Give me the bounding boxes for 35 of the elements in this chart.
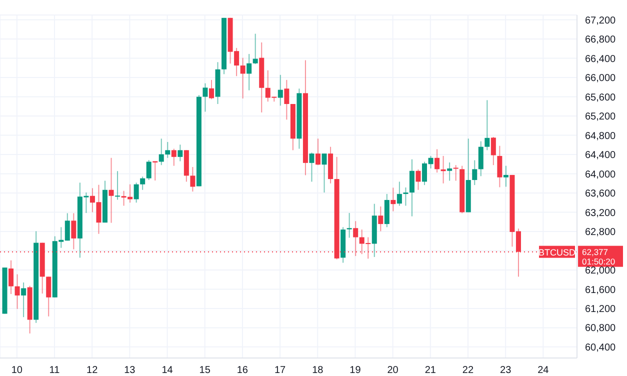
- text: 01:50:20: [582, 256, 616, 266]
- ref-line-label: BTCUSD: [538, 247, 576, 258]
- x-tick-label: 12: [86, 365, 98, 376]
- x-tick-label: 19: [350, 365, 362, 376]
- y-tick-label: 62,800: [585, 227, 616, 238]
- x-tick-label: 15: [199, 365, 211, 376]
- x-tick-label: 18: [312, 365, 324, 376]
- text: 62,377: [582, 246, 608, 257]
- y-tick-label: 66,800: [585, 34, 616, 46]
- y-tick-label: 62,000: [585, 266, 616, 277]
- y-tick-label: 66,000: [585, 73, 616, 84]
- x-tick-label: 11: [49, 365, 60, 376]
- x-tick-label: 23: [500, 365, 512, 376]
- y-tick-label: 64,800: [585, 130, 616, 142]
- y-tick-label: 60,400: [585, 342, 616, 354]
- x-tick-label: 17: [274, 365, 286, 376]
- x-tick-label: 22: [462, 365, 474, 376]
- x-tick-label: 16: [236, 365, 248, 376]
- y-tick-label: 65,200: [585, 112, 616, 123]
- x-tick-label: 21: [424, 365, 436, 376]
- y-tick-label: 63,200: [585, 208, 616, 219]
- y-tick-label: 67,200: [585, 15, 616, 26]
- y-tick-label: 65,600: [585, 92, 616, 104]
- y-tick-label: 66,400: [585, 54, 616, 65]
- y-tick-label: 61,600: [585, 284, 616, 296]
- y-tick-label: 63,600: [585, 188, 616, 200]
- x-tick-label: 24: [538, 365, 550, 376]
- x-tick-label: 10: [11, 365, 23, 376]
- x-tick-label: 14: [162, 365, 174, 376]
- x-tick-label: 13: [124, 365, 136, 376]
- y-tick-label: 64,000: [585, 169, 616, 180]
- y-tick-label: 61,200: [585, 304, 616, 315]
- x-tick-label: 20: [387, 365, 399, 376]
- y-tick-label: 64,400: [585, 150, 616, 162]
- y-tick-label: 60,800: [585, 323, 616, 334]
